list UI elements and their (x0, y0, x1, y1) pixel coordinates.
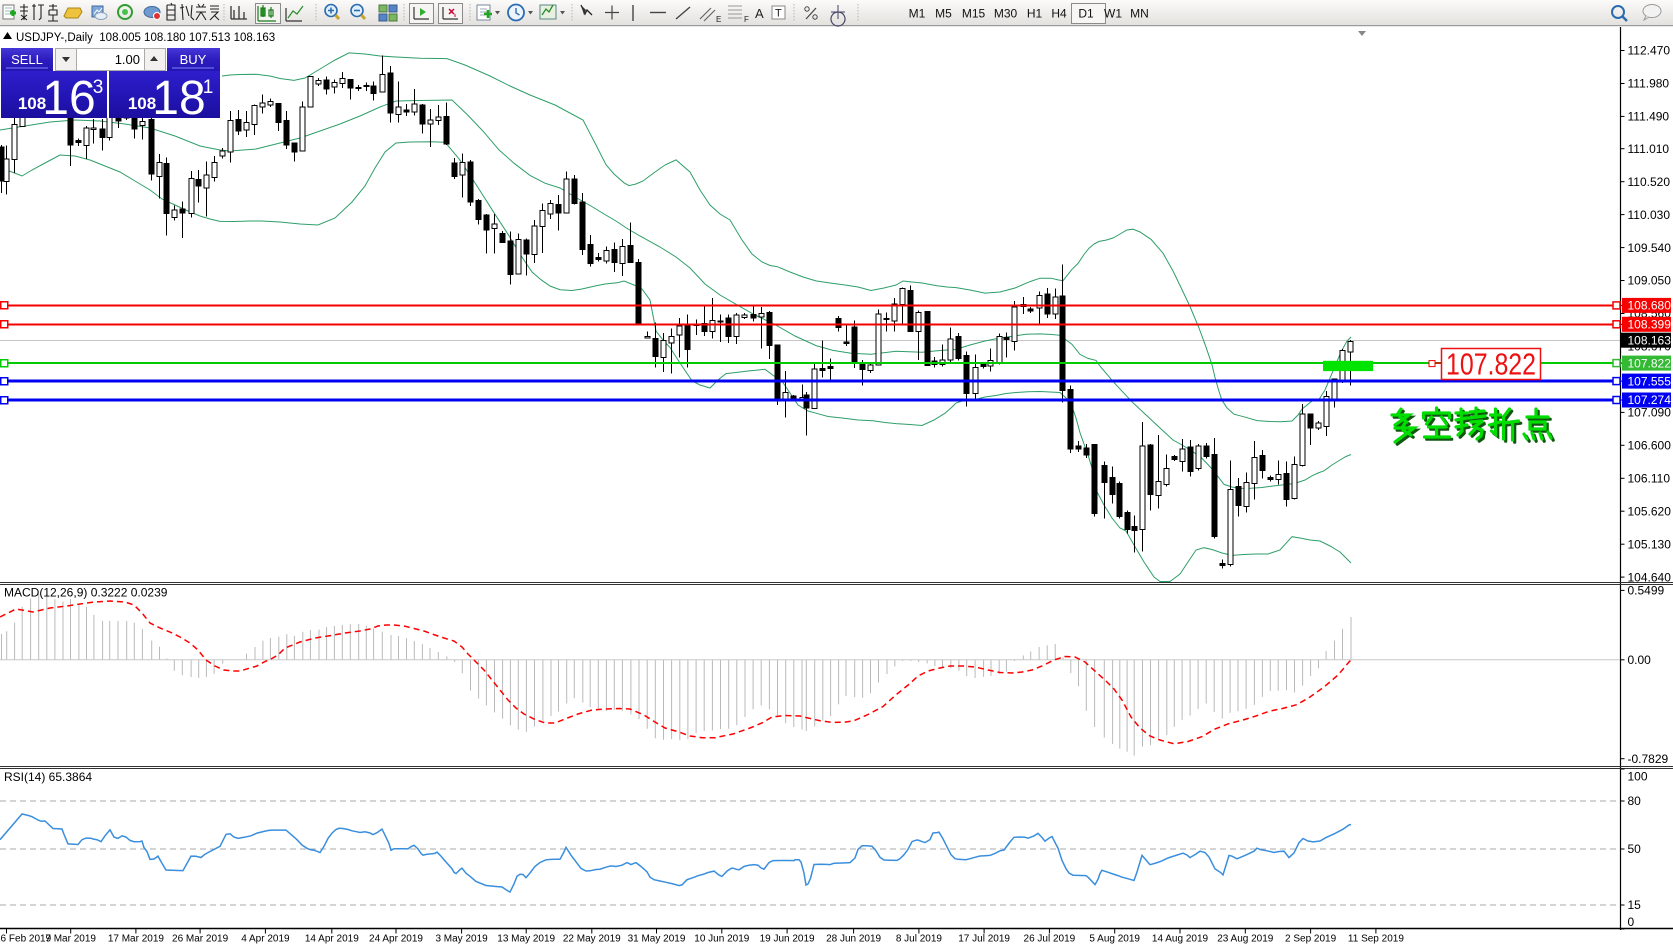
svg-text:107.555: 107.555 (1628, 374, 1672, 388)
svg-text:H4: H4 (1051, 7, 1067, 21)
svg-text:18: 18 (152, 72, 205, 125)
svg-text:11 Sep 2019: 11 Sep 2019 (1348, 934, 1404, 945)
svg-text:0.00: 0.00 (1628, 653, 1652, 667)
svg-text:108.399: 108.399 (1628, 318, 1672, 332)
svg-text:106.600: 106.600 (1628, 439, 1672, 453)
svg-text:17 Mar 2019: 17 Mar 2019 (108, 934, 165, 945)
svg-text:108.680: 108.680 (1628, 299, 1672, 313)
svg-text:W1: W1 (1104, 7, 1122, 21)
svg-text:105.130: 105.130 (1628, 537, 1672, 551)
svg-text:110.030: 110.030 (1628, 208, 1671, 222)
svg-text:0.5499: 0.5499 (1628, 584, 1665, 598)
svg-text:111.980: 111.980 (1628, 77, 1670, 91)
svg-text:109.050: 109.050 (1628, 274, 1672, 288)
svg-text:F: F (744, 15, 749, 24)
svg-text:M30: M30 (994, 7, 1018, 21)
svg-text:105.620: 105.620 (1628, 504, 1672, 518)
svg-text:M5: M5 (935, 7, 952, 21)
svg-text:108: 108 (128, 94, 156, 113)
svg-text:24 Apr 2019: 24 Apr 2019 (369, 934, 423, 945)
svg-text:H1: H1 (1027, 7, 1043, 21)
svg-text:1: 1 (203, 77, 214, 98)
svg-text:14 Aug 2019: 14 Aug 2019 (1152, 934, 1209, 945)
svg-text:26 Mar 2019: 26 Mar 2019 (172, 934, 229, 945)
svg-text:MN: MN (1130, 7, 1149, 21)
svg-text:BUY: BUY (180, 52, 207, 67)
svg-text:0: 0 (1628, 915, 1635, 929)
svg-text:4 Apr 2019: 4 Apr 2019 (241, 934, 290, 945)
svg-text:111.490: 111.490 (1628, 110, 1670, 124)
svg-text:1.00: 1.00 (115, 52, 140, 67)
svg-text:17 Jul 2019: 17 Jul 2019 (958, 934, 1010, 945)
svg-text:100: 100 (1628, 770, 1648, 784)
svg-text:19 Jun 2019: 19 Jun 2019 (760, 934, 815, 945)
svg-text:10 Jun 2019: 10 Jun 2019 (694, 934, 749, 945)
svg-text:109.540: 109.540 (1628, 241, 1672, 255)
svg-text:104.640: 104.640 (1628, 570, 1672, 584)
svg-text:107.822: 107.822 (1628, 356, 1672, 370)
svg-text:T: T (775, 8, 782, 20)
svg-text:MACD(12,26,9) 0.3222 0.0239: MACD(12,26,9) 0.3222 0.0239 (4, 586, 168, 600)
svg-text:RSI(14) 65.3864: RSI(14) 65.3864 (4, 770, 92, 784)
svg-text:112.470: 112.470 (1628, 44, 1671, 58)
svg-text:A: A (755, 6, 764, 21)
svg-text:26 Feb 2019: 26 Feb 2019 (0, 934, 52, 945)
svg-text:80: 80 (1628, 794, 1642, 808)
svg-text:107.822: 107.822 (1446, 347, 1536, 382)
svg-text:108.163: 108.163 (1628, 333, 1672, 347)
svg-text:5 Aug 2019: 5 Aug 2019 (1089, 934, 1140, 945)
svg-text:111.010: 111.010 (1628, 142, 1670, 156)
svg-text:23 Aug 2019: 23 Aug 2019 (1217, 934, 1274, 945)
svg-text:106.110: 106.110 (1628, 472, 1671, 486)
svg-text:110.520: 110.520 (1628, 175, 1671, 189)
svg-text:14 Apr 2019: 14 Apr 2019 (305, 934, 359, 945)
svg-text:107.090: 107.090 (1628, 406, 1672, 420)
svg-text:M15: M15 (962, 7, 986, 21)
svg-text:31 May 2019: 31 May 2019 (628, 934, 686, 945)
svg-text:E: E (716, 15, 721, 24)
svg-text:16: 16 (42, 72, 95, 125)
svg-text:26 Jul 2019: 26 Jul 2019 (1024, 934, 1076, 945)
svg-text:8 Jul 2019: 8 Jul 2019 (896, 934, 943, 945)
svg-text:28 Jun 2019: 28 Jun 2019 (826, 934, 881, 945)
svg-text:108: 108 (18, 94, 46, 113)
svg-text:USDJPY-,Daily 108.005 108.180: USDJPY-,Daily 108.005 108.180 107.513 10… (16, 32, 275, 44)
svg-text:22 May 2019: 22 May 2019 (563, 934, 621, 945)
svg-text:3 May 2019: 3 May 2019 (435, 934, 488, 945)
svg-text:3: 3 (93, 77, 104, 98)
svg-text:7 Mar 2019: 7 Mar 2019 (45, 934, 96, 945)
svg-text:M1: M1 (909, 7, 926, 21)
svg-text:107.274: 107.274 (1628, 393, 1672, 407)
svg-text:15: 15 (1628, 898, 1642, 912)
svg-text:D1: D1 (1078, 7, 1094, 21)
svg-text:50: 50 (1628, 842, 1642, 856)
svg-text:-0.7829: -0.7829 (1628, 752, 1669, 766)
svg-text:13 May 2019: 13 May 2019 (497, 934, 555, 945)
svg-text:2 Sep 2019: 2 Sep 2019 (1285, 934, 1337, 945)
svg-text:SELL: SELL (11, 52, 43, 67)
